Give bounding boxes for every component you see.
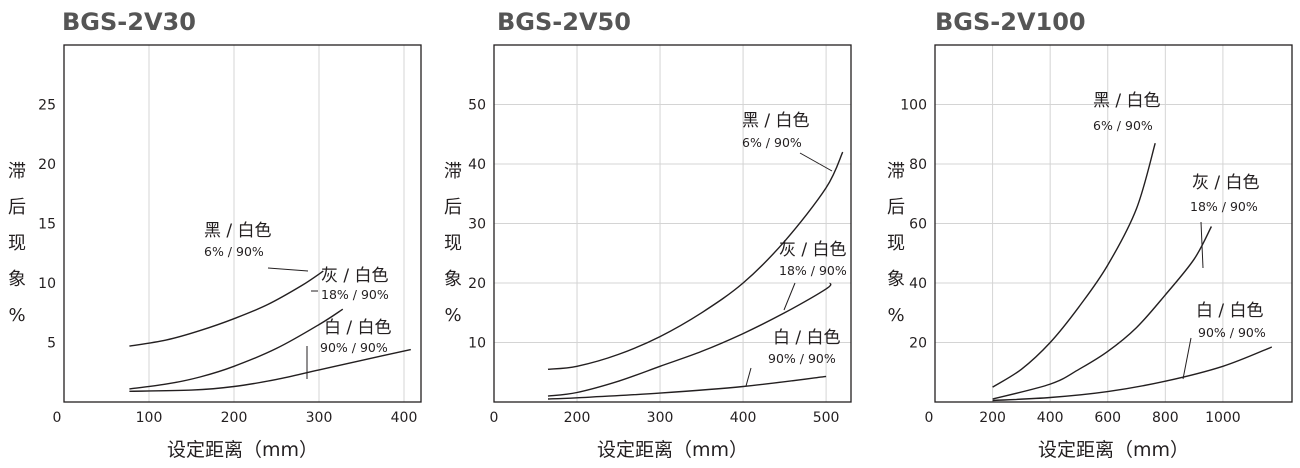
x-tick-label: 200	[221, 410, 248, 426]
leader-line	[267, 267, 309, 272]
x-tick-label: 400	[1037, 410, 1064, 426]
y-tick-label: 30	[468, 217, 486, 233]
y-tick-label: 25	[38, 98, 56, 114]
x-axis-label: 设定距离（mm）	[1038, 439, 1189, 461]
chart-title: BGS-2V30	[62, 8, 196, 36]
series-label-values: 18% / 90%	[321, 287, 389, 302]
y-tick-label: 100	[900, 98, 927, 114]
chart-title: BGS-2V50	[497, 8, 631, 36]
x-tick-label: 0	[925, 410, 934, 426]
series-label: 白 / 白色	[1196, 301, 1264, 321]
series-label-values: 90% / 90%	[768, 351, 836, 366]
y-axis-label-char: %	[887, 305, 904, 326]
x-axis-label: 设定距离（mm）	[167, 439, 318, 461]
series-label-values: 6% / 90%	[742, 135, 802, 150]
y-tick-label: 40	[468, 157, 486, 173]
y-tick-label: 15	[38, 217, 56, 233]
y-tick-label: 60	[909, 217, 927, 233]
series-label: 灰 / 白色	[321, 266, 389, 286]
x-tick-label: 300	[306, 410, 333, 426]
series-label-values: 6% / 90%	[204, 244, 264, 259]
series-label: 白 / 白色	[324, 318, 392, 338]
x-tick-label: 400	[391, 410, 418, 426]
y-axis-label-char: 现	[444, 233, 462, 254]
y-axis-label-char: 后	[887, 197, 905, 218]
y-tick-label: 40	[909, 276, 927, 292]
x-tick-label: 300	[647, 410, 674, 426]
y-axis-label-char: 后	[8, 197, 26, 218]
y-tick-label: 10	[38, 276, 56, 292]
series-line-3	[547, 375, 827, 400]
series-label-values: 90% / 90%	[1198, 325, 1266, 340]
series-label: 黑 / 白色	[204, 221, 272, 241]
x-tick-label: 400	[730, 410, 757, 426]
series-label-values: 18% / 90%	[1190, 199, 1258, 214]
y-tick-label: 80	[909, 157, 927, 173]
chart-title: BGS-2V100	[935, 8, 1086, 36]
series-line-1	[992, 143, 1156, 388]
series-label: 黑 / 白色	[1093, 91, 1161, 111]
series-line-1	[129, 270, 324, 347]
x-tick-label: 600	[1094, 410, 1121, 426]
y-axis-label-char: 象	[8, 269, 26, 290]
y-axis-label-char: 后	[444, 197, 462, 218]
y-tick-label: 20	[468, 276, 486, 292]
y-tick-label: 5	[47, 336, 56, 352]
y-axis-label-char: 象	[444, 269, 462, 290]
leader-line	[745, 367, 752, 387]
y-axis-label-char: 滞	[887, 161, 905, 182]
leader-line	[783, 282, 796, 311]
plot-frame	[493, 44, 852, 403]
series-line-3	[129, 348, 411, 392]
plot-frame	[934, 44, 1293, 403]
series-label-values: 18% / 90%	[779, 263, 847, 278]
x-tick-label: 100	[136, 410, 163, 426]
series-line-1	[547, 151, 844, 370]
y-axis-label-char: 滞	[8, 161, 26, 182]
series-line-2	[129, 308, 344, 390]
x-tick-label: 200	[979, 410, 1006, 426]
series-label: 黑 / 白色	[742, 111, 810, 131]
series-line-2	[547, 282, 832, 397]
series-label: 灰 / 白色	[779, 240, 847, 260]
series-label-values: 90% / 90%	[320, 340, 388, 355]
x-tick-label: 500	[813, 410, 840, 426]
series-label: 灰 / 白色	[1192, 173, 1260, 193]
leader-line	[1182, 337, 1192, 380]
leader-line	[799, 152, 833, 172]
y-axis-label-char: %	[8, 305, 25, 326]
series-label: 白 / 白色	[773, 328, 841, 348]
x-tick-label: 0	[490, 410, 499, 426]
y-tick-label: 20	[38, 157, 56, 173]
x-axis-label: 设定距离（mm）	[597, 439, 748, 461]
x-tick-label: 800	[1152, 410, 1179, 426]
y-tick-label: 20	[909, 336, 927, 352]
x-tick-label: 1000	[1205, 410, 1241, 426]
leader-line	[1200, 221, 1204, 269]
y-tick-label: 10	[468, 336, 486, 352]
y-axis-label-char: 现	[887, 233, 905, 254]
y-axis-label-char: 现	[8, 233, 26, 254]
y-axis-label-char: %	[444, 305, 461, 326]
series-label-values: 6% / 90%	[1093, 118, 1153, 133]
x-tick-label: 200	[564, 410, 591, 426]
series-line-2	[992, 226, 1213, 400]
plot-frame	[63, 44, 422, 403]
y-axis-label-char: 滞	[444, 161, 462, 182]
series-line-3	[992, 346, 1273, 402]
x-tick-label: 0	[53, 410, 62, 426]
y-axis-label-char: 象	[887, 269, 905, 290]
y-tick-label: 50	[468, 98, 486, 114]
